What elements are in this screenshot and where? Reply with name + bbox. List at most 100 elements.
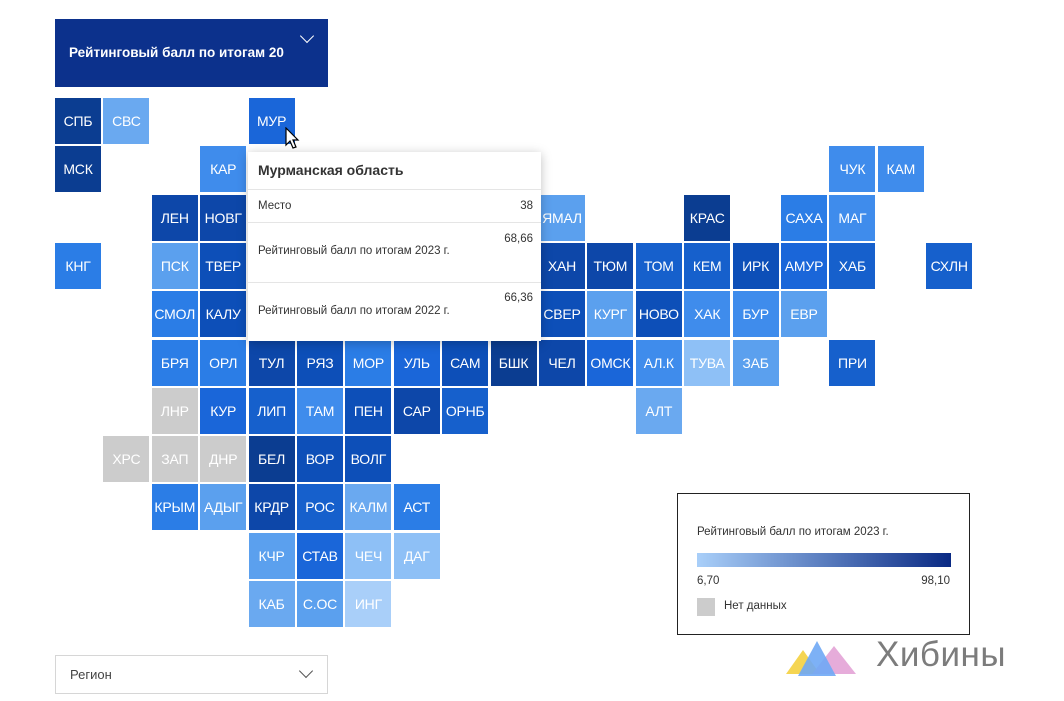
region-tile[interactable]: САХА bbox=[781, 194, 827, 241]
region-dropdown-placeholder: Регион bbox=[70, 667, 112, 682]
legend-min: 6,70 bbox=[697, 575, 720, 587]
region-tile[interactable]: ХАБ bbox=[829, 242, 876, 289]
tooltip-row-score-2022: Рейтинговый балл по итогам 2022 г. 66,36 bbox=[248, 282, 541, 342]
region-tile[interactable]: ЕВР bbox=[781, 291, 827, 338]
region-tile[interactable]: ХАН bbox=[539, 242, 585, 289]
region-tile[interactable]: БШК bbox=[490, 339, 537, 386]
region-tile[interactable]: ПЕН bbox=[345, 387, 392, 434]
region-tile[interactable]: КЧР bbox=[248, 532, 295, 579]
legend-title: Рейтинговый балл по итогам 2023 г. bbox=[697, 526, 889, 538]
region-tile[interactable]: КАЛМ bbox=[345, 484, 392, 531]
region-tile[interactable]: С.ОС bbox=[297, 581, 343, 627]
region-tile[interactable]: ТОМ bbox=[635, 242, 682, 289]
legend-max: 98,10 bbox=[921, 575, 950, 587]
region-tile[interactable]: КРАС bbox=[684, 194, 731, 241]
region-tile[interactable]: КУР bbox=[200, 387, 247, 434]
khibiny-logo: Хибины bbox=[786, 632, 1036, 682]
region-tile[interactable]: ЧУК bbox=[829, 146, 876, 193]
region-tooltip: Мурманская область Место 38 Рейтинговый … bbox=[248, 152, 541, 341]
region-tile[interactable]: ПСК bbox=[151, 242, 198, 289]
metric-dropdown-label: Рейтинговый балл по итогам 20 bbox=[69, 45, 284, 60]
region-tile[interactable]: МОР bbox=[345, 339, 392, 386]
region-tile[interactable]: ЧЕЛ bbox=[539, 339, 585, 386]
chevron-down-icon bbox=[299, 28, 315, 44]
tooltip-row-rank: Место 38 bbox=[248, 189, 541, 223]
region-tile[interactable]: ТЮМ bbox=[587, 242, 634, 289]
region-tile[interactable]: АЛ.К bbox=[635, 339, 682, 386]
tooltip-row-value: 66,36 bbox=[504, 292, 533, 304]
tooltip-title: Мурманская область bbox=[258, 162, 404, 178]
region-tile[interactable]: ИРК bbox=[732, 242, 779, 289]
tooltip-row-score-2023: Рейтинговый балл по итогам 2023 г. 68,66 bbox=[248, 222, 541, 283]
region-tile[interactable]: АДЫГ bbox=[200, 484, 247, 531]
region-tile[interactable]: СВС bbox=[103, 98, 150, 144]
region-tile[interactable]: ОРЛ bbox=[200, 339, 247, 386]
region-tile[interactable]: ТВЕР bbox=[200, 242, 247, 289]
mouse-cursor-icon bbox=[285, 127, 300, 149]
region-tile[interactable]: ИНГ bbox=[345, 581, 392, 627]
region-tile[interactable]: КРДР bbox=[248, 484, 295, 531]
region-tile[interactable]: ВОЛГ bbox=[345, 436, 392, 483]
region-tile[interactable]: ХАК bbox=[684, 291, 731, 338]
color-legend: Рейтинговый балл по итогам 2023 г. 6,70 … bbox=[677, 493, 970, 635]
tooltip-row-value: 38 bbox=[520, 200, 533, 212]
tooltip-row-label: Рейтинговый балл по итогам 2023 г. bbox=[258, 245, 450, 257]
region-tile[interactable]: ВОР bbox=[297, 436, 343, 483]
region-tile[interactable]: ДНР bbox=[200, 436, 247, 483]
region-tile[interactable]: УЛЬ bbox=[393, 339, 440, 386]
region-tile[interactable]: ХРС bbox=[103, 436, 150, 483]
region-tile[interactable]: ОМСК bbox=[587, 339, 634, 386]
region-tile[interactable]: НОВГ bbox=[200, 194, 247, 241]
no-data-swatch bbox=[697, 598, 715, 616]
region-tile[interactable]: ТУЛ bbox=[248, 339, 295, 386]
region-tile[interactable]: ЛНР bbox=[151, 387, 198, 434]
region-tile[interactable]: КАЛУ bbox=[200, 291, 247, 338]
region-tile[interactable]: РОС bbox=[297, 484, 343, 531]
region-tile[interactable]: АСТ bbox=[393, 484, 440, 531]
region-tile[interactable]: ТУВА bbox=[684, 339, 731, 386]
region-tile[interactable]: ДАГ bbox=[393, 532, 440, 579]
region-tile[interactable]: НОВО bbox=[635, 291, 682, 338]
region-tile[interactable]: ЛЕН bbox=[151, 194, 198, 241]
region-tile[interactable]: КРЫМ bbox=[151, 484, 198, 531]
region-tile[interactable]: ТАМ bbox=[297, 387, 343, 434]
region-tile[interactable]: МАГ bbox=[829, 194, 876, 241]
tooltip-row-value: 68,66 bbox=[504, 233, 533, 245]
region-tile[interactable]: ЗАП bbox=[151, 436, 198, 483]
region-tile[interactable]: СМОЛ bbox=[151, 291, 198, 338]
region-tile[interactable]: КУРГ bbox=[587, 291, 634, 338]
region-tile[interactable]: ПРИ bbox=[829, 339, 876, 386]
region-tile[interactable]: ЧЕЧ bbox=[345, 532, 392, 579]
region-tile[interactable]: АЛТ bbox=[635, 387, 682, 434]
region-tile[interactable]: СХЛН bbox=[926, 242, 973, 289]
region-tile[interactable]: ЯМАЛ bbox=[539, 194, 585, 241]
mountains-icon bbox=[786, 641, 856, 676]
region-tile[interactable]: ЛИП bbox=[248, 387, 295, 434]
logo-text: Хибины bbox=[876, 635, 1006, 674]
legend-gradient-bar bbox=[697, 553, 951, 567]
region-tile[interactable]: КНГ bbox=[55, 242, 101, 289]
region-tile[interactable]: КАБ bbox=[248, 581, 295, 627]
metric-dropdown[interactable]: Рейтинговый балл по итогам 20 bbox=[55, 19, 328, 87]
region-tile[interactable]: КЕМ bbox=[684, 242, 731, 289]
region-tile[interactable]: САМ bbox=[442, 339, 489, 386]
chevron-down-icon bbox=[298, 663, 314, 679]
region-dropdown[interactable]: Регион bbox=[55, 655, 328, 694]
region-tile[interactable]: ОРНБ bbox=[442, 387, 489, 434]
region-tile[interactable]: МСК bbox=[55, 146, 101, 193]
region-tile[interactable]: САР bbox=[393, 387, 440, 434]
region-tile[interactable]: БУР bbox=[732, 291, 779, 338]
region-tile[interactable]: АМУР bbox=[781, 242, 827, 289]
tooltip-row-label: Место bbox=[258, 200, 292, 212]
no-data-label: Нет данных bbox=[724, 600, 787, 612]
region-tile[interactable]: КАМ bbox=[877, 146, 924, 193]
region-tile[interactable]: БРЯ bbox=[151, 339, 198, 386]
region-tile[interactable]: КАР bbox=[200, 146, 247, 193]
region-tile[interactable]: БЕЛ bbox=[248, 436, 295, 483]
region-tile[interactable]: СВЕР bbox=[539, 291, 585, 338]
tooltip-row-label: Рейтинговый балл по итогам 2022 г. bbox=[258, 305, 450, 317]
region-tile[interactable]: РЯЗ bbox=[297, 339, 343, 386]
region-tile[interactable]: СПБ bbox=[55, 98, 101, 144]
region-tile[interactable]: ЗАБ bbox=[732, 339, 779, 386]
region-tile[interactable]: СТАВ bbox=[297, 532, 343, 579]
